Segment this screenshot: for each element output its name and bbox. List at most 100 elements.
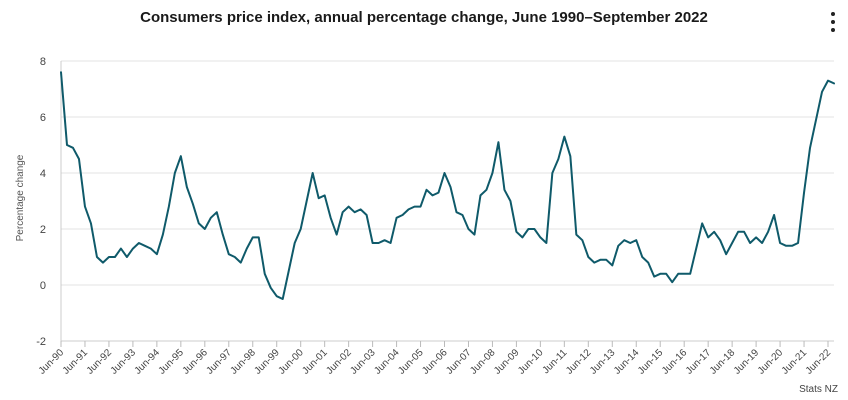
data-point [815,119,817,121]
data-point [773,214,775,216]
data-point [504,189,506,191]
data-point [492,172,494,174]
chart-title: Consumers price index, annual percentage… [140,9,708,26]
data-point [659,273,661,275]
x-tick-label: Jun-20 [756,347,786,377]
data-point [450,186,452,188]
data-point [240,262,242,264]
data-point [677,273,679,275]
data-point [246,248,248,250]
x-tick-label: Jun-22 [804,347,834,377]
data-point [270,287,272,289]
data-point [570,155,572,157]
data-point [216,211,218,213]
cpi-series-line [60,71,835,300]
x-tick-label: Jun-15 [636,347,666,377]
x-tick-label: Jun-96 [181,347,211,377]
data-point [84,206,86,208]
data-point [366,214,368,216]
data-point [264,273,266,275]
data-point [426,189,428,191]
data-point [402,214,404,216]
data-point [318,197,320,199]
data-point [647,262,649,264]
data-point [552,172,554,174]
y-axis-label: Percentage change [15,154,26,241]
data-point [228,253,230,255]
x-tick-label: Jun-90 [37,347,67,377]
data-point [546,242,548,244]
data-point [683,273,685,275]
data-point [276,295,278,297]
x-tick-label: Jun-08 [468,347,498,377]
kebab-menu-icon-dot [831,28,835,32]
data-point [438,192,440,194]
data-point [360,209,362,211]
data-point [354,211,356,213]
data-point [558,158,560,160]
data-point [671,281,673,283]
x-tick-label: Jun-09 [492,347,522,377]
x-axis: Jun-90Jun-91Jun-92Jun-93Jun-94Jun-95Jun-… [37,340,834,377]
data-point [605,259,607,261]
x-tick-label: Jun-16 [660,347,690,377]
data-point [629,242,631,244]
data-point [480,195,482,197]
data-point [210,217,212,219]
x-tick-label: Jun-12 [564,347,594,377]
data-point [486,189,488,191]
data-point [132,248,134,250]
source-credit: Stats NZ [799,384,838,395]
data-point [126,256,128,258]
data-point [90,223,92,225]
chart-menu-button[interactable] [826,12,840,32]
data-point [689,273,691,275]
data-point [372,242,374,244]
data-point [120,248,122,250]
data-point [384,239,386,241]
data-point [791,245,793,247]
x-tick-label: Jun-00 [276,347,306,377]
x-tick-label: Jun-10 [516,347,546,377]
data-point [755,237,757,239]
data-point [414,206,416,208]
x-tick-label: Jun-04 [372,347,402,377]
data-point [594,262,596,264]
x-tick-label: Jun-01 [300,347,330,377]
x-tick-label: Jun-13 [588,347,618,377]
data-point [150,248,152,250]
data-point [138,242,140,244]
data-point [282,298,284,300]
y-tick-label: 8 [40,56,46,68]
x-tick-label: Jun-07 [444,347,474,377]
data-point [462,214,464,216]
data-point [767,231,769,233]
data-point [695,248,697,250]
data-point [342,211,344,213]
data-point [78,158,80,160]
data-point [204,228,206,230]
data-point [713,231,715,233]
x-tick-label: Jun-99 [252,347,282,377]
data-point [108,256,110,258]
data-point [635,239,637,241]
data-point [600,259,602,261]
data-point [66,144,68,146]
data-point [665,273,667,275]
data-point [444,172,446,174]
x-tick-label: Jun-21 [780,347,810,377]
x-tick-label: Jun-19 [732,347,762,377]
data-point [396,217,398,219]
data-point [408,209,410,211]
data-point [474,234,476,236]
data-point [743,231,745,233]
data-point [534,228,536,230]
data-point [198,223,200,225]
data-point [540,237,542,239]
data-point [192,203,194,205]
data-point [348,206,350,208]
data-point [258,237,260,239]
data-point [390,242,392,244]
data-point [180,155,182,157]
data-point [60,71,62,73]
